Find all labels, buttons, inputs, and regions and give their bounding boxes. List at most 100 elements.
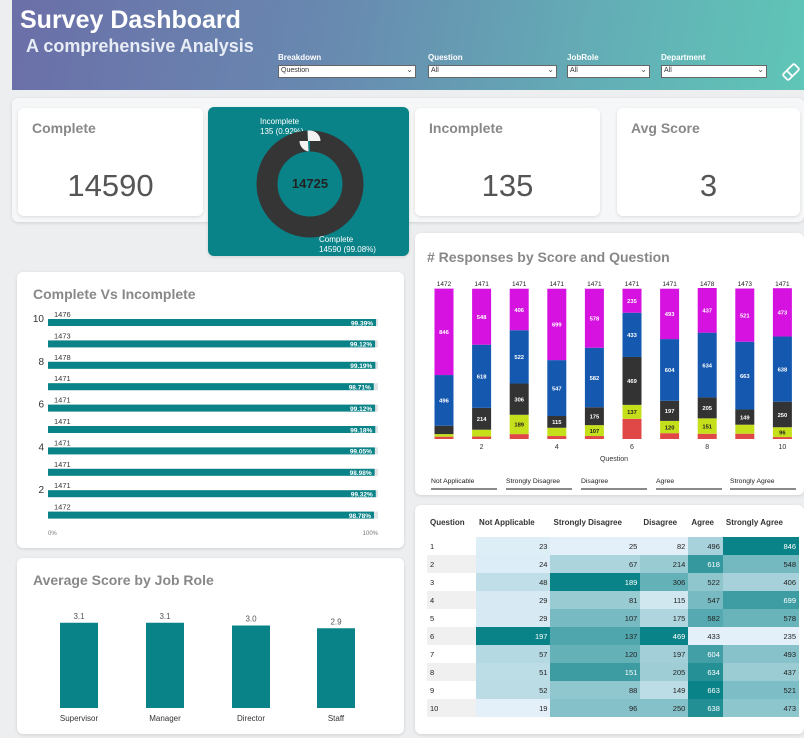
filter-department-select[interactable]: All ⌄: [661, 65, 767, 78]
filter-question-select[interactable]: All ⌄: [428, 65, 557, 78]
stack-total-label: 1473: [738, 281, 753, 288]
legend-item[interactable]: Strongly Disagree: [506, 478, 572, 490]
table-question-cell: 2: [427, 555, 477, 573]
hbar-count-label: 1471: [54, 438, 71, 447]
stack-segment: [472, 407, 492, 430]
table-value-cell: 48: [476, 573, 551, 591]
filter-department-label: Department: [661, 53, 706, 62]
stack-segment-label: 197: [665, 409, 675, 415]
table-column-header[interactable]: Strongly Disagree: [553, 517, 622, 527]
table-value-cell: 433: [688, 627, 723, 645]
stack-segment-label: 175: [590, 414, 600, 420]
hbar-bar: [48, 468, 375, 476]
stack-segment: [584, 425, 604, 437]
table-value-cell: 189: [550, 573, 641, 591]
filter-question[interactable]: Question All ⌄: [428, 53, 557, 78]
table-question-cell: 6: [427, 627, 477, 645]
stack-segment-label: 189: [514, 423, 524, 429]
legend-label: Strongly Disagree: [506, 478, 560, 485]
stack-total-label: 1478: [700, 281, 715, 288]
table-column-header[interactable]: Strongly Agree: [725, 517, 783, 527]
stack-segment: [735, 341, 755, 410]
hbar-bar: [48, 490, 376, 498]
stack-segment-label: 469: [627, 379, 637, 385]
hbar-pct-label: 99.39%: [351, 320, 373, 327]
table-question-cell: 9: [427, 681, 477, 699]
hbar-count-label: 1478: [54, 353, 71, 362]
stack-total-label: 1471: [662, 281, 677, 288]
stack-segment-label: 473: [778, 311, 788, 317]
legend-item[interactable]: Strongly Agree: [730, 478, 796, 490]
table-question-cell: 1: [427, 537, 477, 555]
stack-segment: [622, 288, 642, 313]
table-column-header[interactable]: Question: [430, 517, 465, 527]
table-row: 7 57 120 197 604 493: [427, 645, 799, 663]
stack-segment-label: 306: [514, 397, 524, 403]
jobrole-value-label: 3.1: [159, 612, 171, 621]
table-column-header[interactable]: Not Applicable: [479, 517, 535, 527]
stack-segment: [584, 288, 604, 348]
table-row: 5 29 107 175 582 578: [427, 609, 799, 627]
responses-title: # Responses by Score and Question: [427, 249, 670, 265]
jobrole-bar: [232, 625, 270, 708]
donut-complete-label: Complete: [319, 235, 354, 244]
stack-segment: [772, 427, 792, 438]
hbar-y-tick: 2: [38, 485, 44, 496]
hbar-count-label: 1471: [54, 417, 71, 426]
filter-department[interactable]: Department All ⌄: [661, 53, 767, 78]
table-value-cell: 120: [550, 645, 641, 663]
donut-slice-incomplete: [256, 130, 364, 238]
stack-segment: [660, 339, 680, 401]
donut-chart: Incomplete 135 (0.92%) 14725 Complete 14…: [256, 117, 376, 254]
hbar-bar: [48, 511, 374, 519]
table-value-cell: 107: [550, 609, 641, 627]
stack-segment: [547, 360, 567, 417]
stack-segment: [509, 383, 529, 415]
stack-segment-label: 205: [702, 406, 712, 412]
legend-item[interactable]: Not Applicable: [431, 478, 497, 490]
stack-segment-label: 547: [552, 386, 562, 392]
stack-segment: [434, 288, 454, 376]
jobrole-bar: [60, 622, 98, 708]
stack-segment-label: 634: [702, 363, 712, 369]
legend-item[interactable]: Agree: [656, 478, 722, 490]
table-value-cell: 205: [640, 663, 689, 681]
table-value-cell: 548: [722, 555, 799, 573]
table-column-header[interactable]: Disagree: [643, 517, 678, 527]
table-value-cell: 197: [640, 645, 689, 663]
complete-vs-incomplete-chart: 1476 99.39% 1473 99.12% 1478 99.19% 1471 98.71%…: [33, 310, 379, 537]
table-column-header[interactable]: Agree: [691, 517, 714, 527]
filter-jobrole-label: JobRole: [567, 53, 599, 62]
kpi-incomplete-card: Incomplete 135: [415, 108, 600, 216]
header-banner: Survey Dashboard A comprehensive Analysi…: [12, 0, 804, 90]
table-value-cell: 699: [722, 591, 799, 609]
stack-segment: [547, 288, 567, 361]
filter-breakdown-select[interactable]: Question ⌄: [278, 65, 416, 78]
table-value-cell: 29: [476, 609, 551, 627]
hbar-pct-label: 99.12%: [350, 406, 372, 413]
stack-segment-label: 433: [627, 333, 637, 339]
filter-jobrole-select[interactable]: All ⌄: [567, 65, 650, 78]
stack-segment: [547, 436, 567, 439]
stack-x-tick: 2: [480, 444, 484, 451]
stack-segment: [735, 409, 755, 425]
legend-item[interactable]: Disagree: [581, 478, 647, 490]
filter-breakdown[interactable]: Breakdown Question ⌄: [278, 53, 416, 78]
filter-jobrole[interactable]: JobRole All ⌄: [567, 53, 650, 78]
table-value-cell: 473: [722, 699, 799, 717]
stack-segment: [509, 330, 529, 384]
table-header-row: Question Not Applicable Strongly Disagree D…: [427, 507, 799, 537]
dashboard-title: Survey Dashboard: [20, 6, 241, 34]
legend-label: Not Applicable: [431, 478, 475, 485]
eraser-icon[interactable]: [781, 62, 801, 82]
stack-segment: [434, 375, 454, 426]
table-value-cell: 96: [550, 699, 641, 717]
table-value-cell: 52: [476, 681, 551, 699]
stack-total-label: 1472: [437, 281, 452, 288]
table-value-cell: 618: [688, 555, 723, 573]
jobrole-value-label: 2.9: [330, 617, 342, 626]
jobrole-category-label: Staff: [328, 714, 345, 723]
hbar-count-label: 1471: [54, 396, 71, 405]
donut-center-value: 14725: [292, 176, 328, 191]
stack-segment: [697, 288, 717, 333]
